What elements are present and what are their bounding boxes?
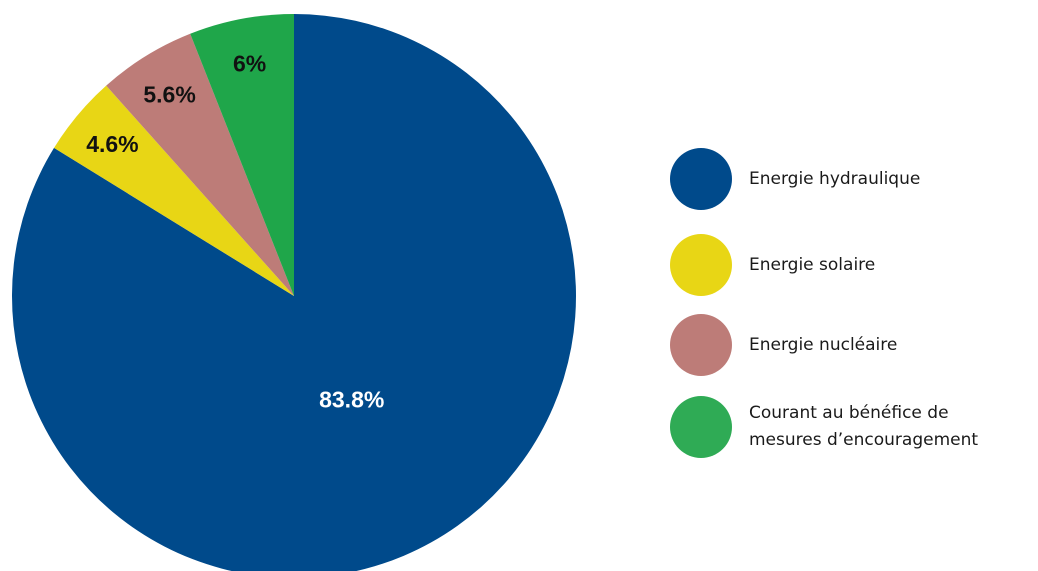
legend-item-hydraulique: Energie hydraulique (670, 148, 920, 210)
legend-item-nucleaire: Energie nucléaire (670, 314, 897, 376)
labels-group: 83.8% 4.6%5.6% 6% (86, 50, 384, 412)
legend-swatch (670, 234, 732, 296)
legend-swatch (670, 148, 732, 210)
legend-swatch (670, 314, 732, 376)
slices-group (12, 14, 576, 571)
pie-slice (190, 14, 294, 296)
legend-label: Energie hydraulique (749, 168, 921, 189)
pie-slice (106, 33, 294, 296)
slice-value-label: 4.6% (86, 131, 138, 157)
pie-slice (54, 85, 294, 297)
slice-value-label: 83.8% (319, 386, 384, 412)
legend-item-solaire: Energie solaire (670, 234, 875, 296)
legend-item-encouragement: Courant au bénéfice de mesures d’encoura… (670, 396, 978, 458)
legend-label: Energie nucléaire (749, 334, 898, 355)
slice-value-label: 5.6% (143, 81, 195, 107)
pie-slice (12, 14, 576, 571)
legend-label: Courant au bénéfice de mesures d’encoura… (749, 403, 979, 450)
legend-label: Energie solaire (749, 254, 876, 275)
legend-swatch (670, 396, 732, 458)
slice-value-label: 6% (233, 50, 266, 76)
